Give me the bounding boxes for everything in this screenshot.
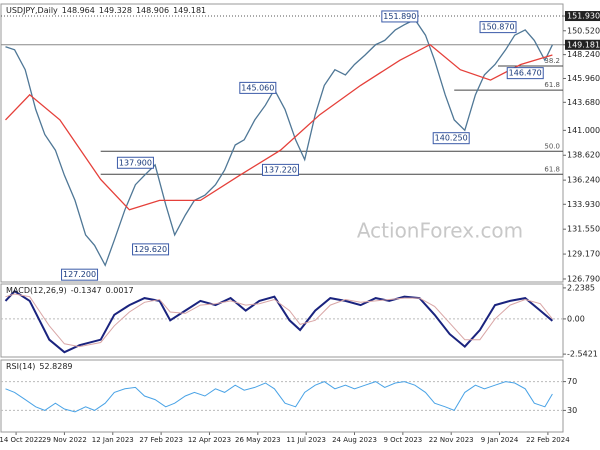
annotation-box bbox=[116, 156, 154, 169]
y-tick-label: 0.00 bbox=[567, 314, 585, 323]
annotation-label: 146.470 bbox=[509, 69, 542, 78]
fib-label: 61.8 bbox=[544, 81, 560, 89]
x-tick-label: 24 Aug 2023 bbox=[332, 436, 377, 444]
x-tick-label: 26 May 2023 bbox=[235, 436, 281, 444]
y-tick-label: 143.680 bbox=[567, 98, 600, 107]
annotation-box bbox=[432, 132, 470, 145]
y-tick-label: 129.170 bbox=[567, 250, 600, 259]
annotation-box bbox=[261, 163, 299, 176]
x-tick-label: 14 Oct 2022 bbox=[0, 436, 43, 444]
annotation-box bbox=[61, 268, 99, 281]
series-line bbox=[5, 43, 553, 211]
annotation-label: 137.900 bbox=[119, 158, 152, 167]
series-line bbox=[5, 293, 553, 348]
y-tick-label: 148.240 bbox=[567, 50, 600, 59]
x-tick-label: 9 Jan 2024 bbox=[481, 436, 519, 444]
panel-header: MACD(12,26,9) -0.1347 0.0017 bbox=[6, 286, 134, 295]
header-value: -0.1347 bbox=[71, 286, 102, 295]
annotation-box bbox=[132, 243, 170, 256]
y-tick-label: 126.790 bbox=[567, 274, 600, 283]
annotation-label: 145.060 bbox=[241, 83, 274, 92]
series-line bbox=[5, 381, 553, 413]
y-tick-label: 131.550 bbox=[567, 225, 600, 234]
y-tick-label: 30 bbox=[567, 406, 577, 415]
header-title: USDJPY,Daily bbox=[6, 6, 58, 15]
price-box bbox=[565, 11, 600, 22]
series-line bbox=[4, 289, 554, 354]
y-tick-label: 149.181 bbox=[567, 40, 600, 49]
price-box bbox=[565, 39, 600, 50]
annotation-box bbox=[479, 21, 517, 34]
x-tick-label: 9 Oct 2023 bbox=[383, 436, 422, 444]
panel-frame bbox=[0, 283, 564, 358]
x-tick-label: 27 Feb 2023 bbox=[139, 436, 183, 444]
x-tick-label: 11 Jul 2023 bbox=[286, 436, 326, 444]
fib-label: 61.8 bbox=[544, 165, 560, 173]
header-value: 0.0017 bbox=[106, 286, 134, 295]
header-value: 148.906 bbox=[136, 6, 169, 15]
header-value: 149.181 bbox=[173, 6, 206, 15]
y-tick-label: 138.620 bbox=[567, 151, 600, 160]
panel-header: RSI(14) 52.8289 bbox=[6, 362, 73, 371]
header-value: 148.964 bbox=[62, 6, 95, 15]
x-tick-label: 29 Nov 2022 bbox=[42, 436, 87, 444]
annotation-label: 137.220 bbox=[264, 165, 297, 174]
fib-label: 38.2 bbox=[544, 57, 560, 65]
annotation-label: 129.620 bbox=[134, 245, 167, 254]
series-line bbox=[5, 18, 553, 267]
watermark: ActionForex.com bbox=[357, 219, 523, 243]
annotation-box bbox=[506, 67, 544, 80]
fib-label: 50.0 bbox=[544, 142, 560, 150]
y-tick-label: 70 bbox=[567, 377, 577, 386]
y-tick-label: 2.2385 bbox=[567, 283, 595, 292]
y-tick-label: 136.240 bbox=[567, 176, 600, 185]
annotation-label: 140.250 bbox=[435, 134, 468, 143]
x-tick-label: 22 Nov 2023 bbox=[429, 436, 474, 444]
header-title: MACD(12,26,9) bbox=[6, 286, 67, 295]
y-tick-label: 150.520 bbox=[567, 26, 600, 35]
annotation-label: 151.890 bbox=[383, 12, 416, 21]
annotation-label: 150.870 bbox=[481, 23, 514, 32]
annotation-box bbox=[239, 81, 277, 94]
y-tick-label: 141.000 bbox=[567, 126, 600, 135]
header-title: RSI(14) bbox=[6, 362, 35, 371]
header-value: 52.8289 bbox=[39, 362, 72, 371]
panel-frame bbox=[0, 3, 564, 283]
x-tick-label: 12 Apr 2023 bbox=[188, 436, 231, 444]
y-tick-label: 133.930 bbox=[567, 200, 600, 209]
annotation-label: 127.200 bbox=[63, 270, 96, 279]
y-tick-label: 145.960 bbox=[567, 74, 600, 83]
x-tick-label: 22 Feb 2024 bbox=[526, 436, 570, 444]
annotation-box bbox=[381, 10, 419, 23]
x-tick-label: 12 Jan 2023 bbox=[92, 436, 134, 444]
panel-frame bbox=[0, 359, 564, 433]
y-tick-label: -2.5421 bbox=[567, 350, 598, 359]
header-value: 149.328 bbox=[99, 6, 132, 15]
y-tick-label: 151.930 bbox=[567, 12, 600, 21]
panel-header: USDJPY,Daily 148.964 149.328 148.906 149.181 bbox=[6, 6, 206, 15]
